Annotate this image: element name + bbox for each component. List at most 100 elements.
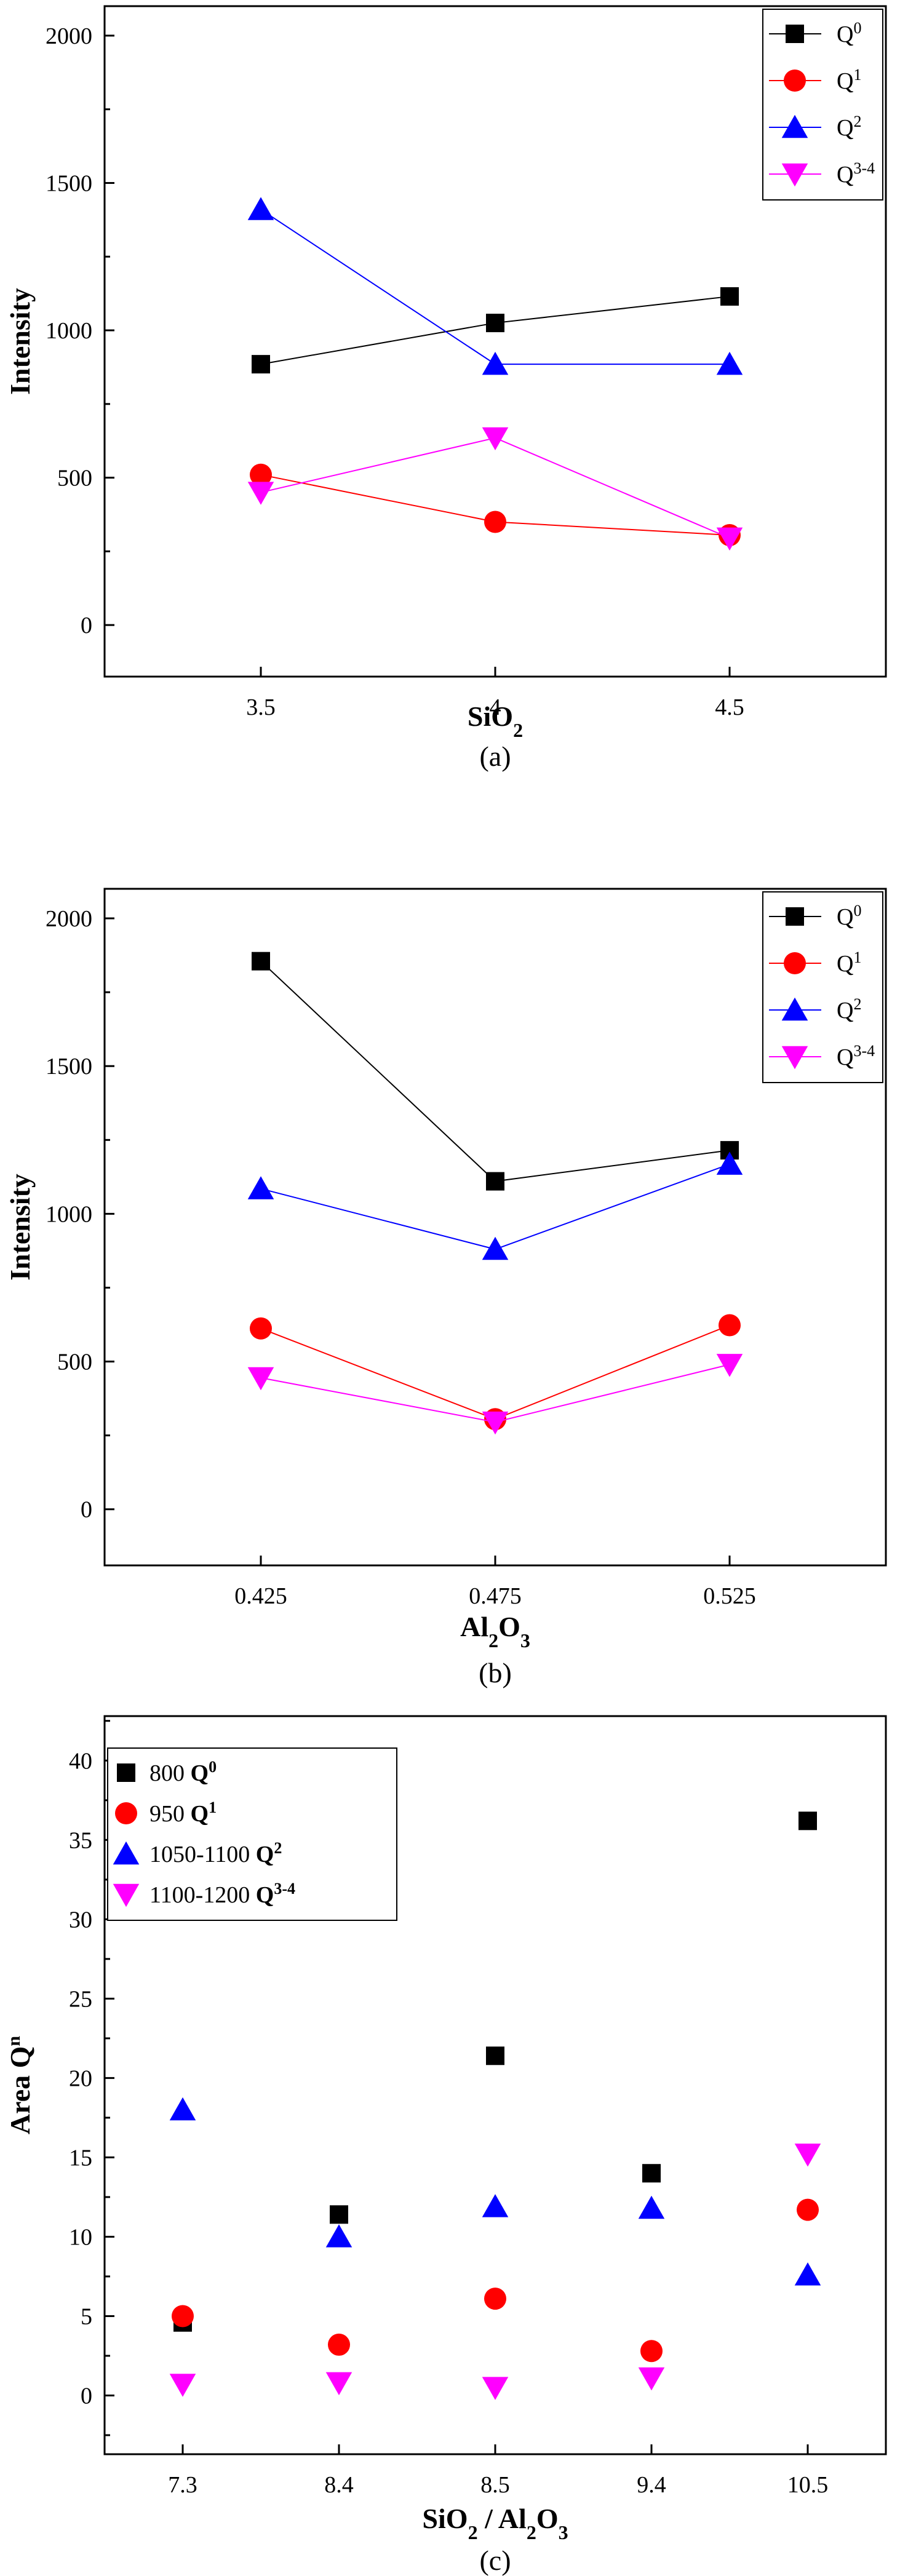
legend-marker — [786, 907, 804, 926]
legend-entry: 1100-1200 Q3-4 — [113, 1880, 295, 1909]
series-800-q0 — [173, 1811, 817, 2332]
legend-label: Q1 — [837, 948, 861, 977]
y-tick-label: 10 — [69, 2224, 92, 2250]
series-950-q1 — [172, 2198, 819, 2363]
data-point — [716, 1151, 743, 1175]
legend-entry: 950 Q1 — [115, 1799, 217, 1827]
x-tick-label: 7.3 — [168, 2472, 197, 2498]
data-point — [716, 351, 743, 375]
legend-label: 800 Q0 — [149, 1758, 217, 1787]
legend-label: Q2 — [837, 113, 861, 141]
legend-label-sup: 3-4 — [853, 159, 875, 177]
data-point — [325, 2224, 352, 2248]
legend-label: 1100-1200 Q3-4 — [149, 1880, 295, 1909]
data-point — [719, 1314, 741, 1337]
y-tick-label: 35 — [69, 1827, 92, 1853]
legend-marker — [117, 1763, 135, 1782]
legend-label-base: Q — [837, 22, 853, 47]
data-point — [325, 2372, 352, 2396]
series-q3-4 — [247, 427, 743, 551]
x-tick-label: 0.425 — [234, 1583, 287, 1609]
data-point — [252, 952, 270, 971]
y-tick-label: 20 — [69, 2065, 92, 2091]
y-tick-label: 500 — [57, 466, 92, 491]
panel-label: (c) — [479, 2545, 511, 2576]
data-point — [482, 1411, 509, 1435]
legend-label-sup: 0 — [209, 1758, 217, 1776]
legend-label-sup: 0 — [853, 902, 861, 920]
x-axis-title: SiO2 / Al2O3 — [422, 2503, 568, 2543]
y-tick-label: 500 — [57, 1350, 92, 1375]
legend-marker — [781, 1046, 808, 1070]
data-point — [250, 1317, 272, 1340]
legend-label-base: Q — [837, 951, 853, 977]
data-point — [250, 463, 272, 486]
data-point — [638, 2367, 665, 2391]
y-axis-title-base: Area Q — [4, 2046, 36, 2135]
legend-box — [762, 9, 883, 201]
y-tick-label: 15 — [69, 2145, 92, 2171]
chart-panel-b: 0 500 1000 1500 2000 0.425 0.475 0.525 Intensity… — [4, 888, 887, 1688]
legend-label-sup: 1 — [853, 948, 861, 966]
data-point — [797, 2198, 819, 2221]
legend-label-prefix: 1100-1200 — [149, 1882, 256, 1908]
legend-entry: 800 Q0 — [117, 1758, 217, 1787]
data-point — [486, 1172, 504, 1191]
legend-marker — [784, 70, 806, 92]
y-tick-label: 1000 — [46, 318, 92, 344]
legend-label: Q1 — [837, 66, 861, 95]
legend-entry: Q3-4 — [769, 159, 875, 188]
data-point — [640, 2340, 663, 2363]
x-axis-title-sub: 3 — [559, 2521, 568, 2543]
x-tick-label: 9.4 — [637, 2472, 666, 2498]
legend-box — [762, 891, 883, 1083]
data-point — [172, 2305, 194, 2328]
data-point — [794, 2262, 821, 2286]
legend-marker — [113, 1883, 140, 1907]
y-tick-label: 2000 — [46, 23, 92, 49]
legend-label-base: Q — [837, 162, 853, 188]
legend-label-prefix: 950 — [149, 1801, 191, 1827]
x-tick-label: 3.5 — [246, 694, 276, 720]
series-q0 — [252, 287, 739, 374]
legend-label-base: Q — [191, 1760, 209, 1786]
panel-label: (a) — [479, 741, 511, 772]
data-point — [482, 1236, 509, 1260]
legend-label: Q0 — [837, 902, 861, 931]
legend-entry: Q2 — [769, 995, 861, 1024]
series-line — [260, 1324, 730, 1420]
data-point — [798, 1811, 817, 1831]
x-tick-label: 8.5 — [480, 2472, 510, 2498]
legend-marker — [786, 25, 804, 43]
legend-label-sup: 2 — [853, 995, 861, 1013]
x-axis-title: Al2O3 — [460, 1611, 530, 1652]
data-point — [169, 2374, 196, 2397]
legend-entry: Q1 — [769, 948, 861, 977]
series-line — [260, 209, 730, 365]
x-axis-title-part: O — [498, 1611, 520, 1642]
panel-label: (b) — [479, 1657, 512, 1688]
y-tick-label: 25 — [69, 1986, 92, 2012]
legend-label-sup: 2 — [274, 1839, 282, 1857]
legend-marker — [781, 114, 808, 138]
legend-label-base: Q — [256, 1882, 274, 1908]
x-axis-title-sub: 2 — [513, 719, 523, 741]
y-tick-label: 5 — [81, 2304, 92, 2329]
data-point — [484, 2288, 506, 2310]
x-axis-title-sub: 2 — [468, 2521, 478, 2543]
x-axis-title-part: / Al — [478, 2503, 527, 2534]
legend-label-base: Q — [837, 998, 853, 1024]
y-tick-label: 1500 — [46, 170, 92, 196]
legend-label: 950 Q1 — [149, 1799, 217, 1827]
legend-label-sup: 3-4 — [853, 1042, 875, 1060]
data-point — [484, 511, 506, 533]
x-tick-label: 0.525 — [703, 1583, 756, 1609]
y-tick-label: 40 — [69, 1748, 92, 1774]
x-axis-title-sub: 2 — [527, 2521, 536, 2543]
legend-marker — [113, 1841, 140, 1865]
